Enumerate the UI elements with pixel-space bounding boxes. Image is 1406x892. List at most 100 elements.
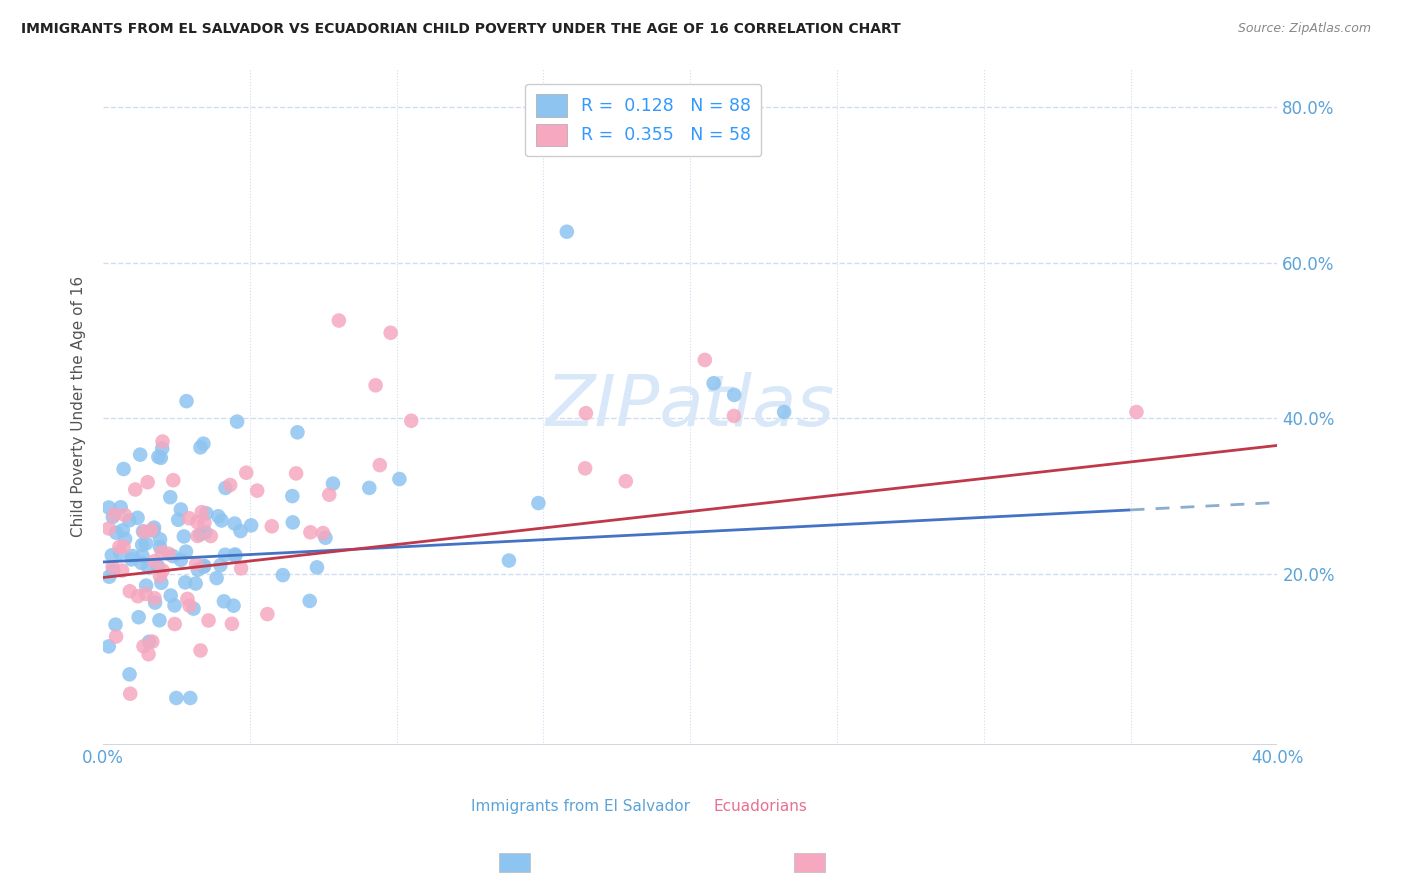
Point (136, 475, 159, 490)
Point (141, 523, 163, 537)
Y-axis label: Child Poverty Under the Age of 16: Child Poverty Under the Age of 16 (72, 276, 86, 537)
Point (114, 532, 136, 546)
Point (127, 510, 149, 524)
Point (174, 575, 197, 590)
Point (693, 353, 716, 368)
Point (527, 496, 550, 510)
Point (134, 524, 156, 539)
Point (132, 524, 155, 539)
Point (152, 564, 174, 578)
Point (187, 529, 209, 543)
Point (104, 617, 127, 632)
Point (285, 467, 308, 481)
Point (121, 549, 143, 563)
Point (211, 514, 233, 528)
Point (328, 313, 350, 327)
Text: ZIPatlas: ZIPatlas (546, 372, 835, 441)
Point (197, 614, 219, 628)
Point (314, 531, 336, 545)
Point (127, 589, 149, 603)
Point (105, 525, 128, 540)
Point (193, 516, 215, 530)
Point (108, 546, 131, 560)
Point (193, 558, 215, 573)
Point (135, 578, 157, 592)
Point (194, 525, 217, 540)
Point (193, 559, 215, 574)
Point (149, 450, 172, 465)
Point (108, 540, 131, 554)
Point (135, 587, 157, 601)
Point (229, 524, 252, 538)
Point (120, 687, 142, 701)
Point (184, 557, 207, 571)
Point (205, 571, 228, 585)
Point (179, 690, 201, 705)
Point (103, 508, 125, 522)
Point (157, 547, 180, 561)
Point (174, 544, 197, 558)
Text: IMMIGRANTS FROM EL SALVADOR VS ECUADORIAN CHILD POVERTY UNDER THE AGE OF 16 CORR: IMMIGRANTS FROM EL SALVADOR VS ECUADORIA… (21, 22, 901, 37)
Point (142, 524, 165, 538)
Point (159, 490, 181, 504)
Point (221, 616, 243, 631)
Point (271, 568, 294, 582)
Point (148, 613, 170, 627)
Point (318, 488, 340, 502)
Point (555, 225, 578, 239)
Point (149, 540, 172, 554)
Point (143, 591, 166, 606)
Point (150, 575, 173, 590)
Point (121, 552, 143, 566)
Point (97, 521, 120, 535)
Point (163, 599, 186, 613)
Text: Immigrants from El Salvador: Immigrants from El Salvador (471, 798, 690, 814)
Point (163, 617, 186, 632)
Point (207, 509, 229, 524)
Point (167, 513, 190, 527)
Point (498, 553, 520, 567)
Point (129, 448, 152, 462)
Point (118, 667, 141, 681)
Text: Ecuadorians: Ecuadorians (714, 798, 807, 814)
Point (723, 388, 745, 402)
Point (359, 481, 381, 495)
Point (105, 630, 128, 644)
Point (312, 526, 335, 541)
Point (195, 506, 218, 520)
Point (128, 610, 150, 624)
Point (179, 511, 201, 525)
Point (162, 473, 184, 487)
Point (143, 554, 166, 568)
Point (190, 643, 212, 657)
Point (131, 556, 153, 570)
Point (364, 378, 387, 392)
Point (162, 549, 184, 563)
Point (260, 519, 283, 533)
Legend: R =  0.128   N = 88, R =  0.355   N = 58: R = 0.128 N = 88, R = 0.355 N = 58 (526, 84, 761, 156)
Point (256, 607, 278, 621)
Point (388, 472, 411, 486)
Point (170, 553, 193, 567)
Point (723, 409, 745, 423)
Point (773, 405, 796, 419)
Point (380, 326, 402, 340)
Point (101, 559, 124, 574)
Point (235, 466, 257, 480)
Point (176, 591, 198, 606)
Point (190, 441, 212, 455)
Point (131, 549, 153, 563)
Point (703, 376, 725, 391)
Point (188, 527, 211, 541)
Point (97, 500, 120, 515)
Point (111, 564, 134, 578)
Point (148, 450, 170, 464)
Point (614, 474, 637, 488)
Point (224, 548, 246, 562)
Point (322, 476, 344, 491)
Point (246, 483, 269, 498)
Point (138, 635, 160, 649)
Point (187, 563, 209, 577)
Point (179, 599, 201, 613)
Point (193, 436, 215, 450)
